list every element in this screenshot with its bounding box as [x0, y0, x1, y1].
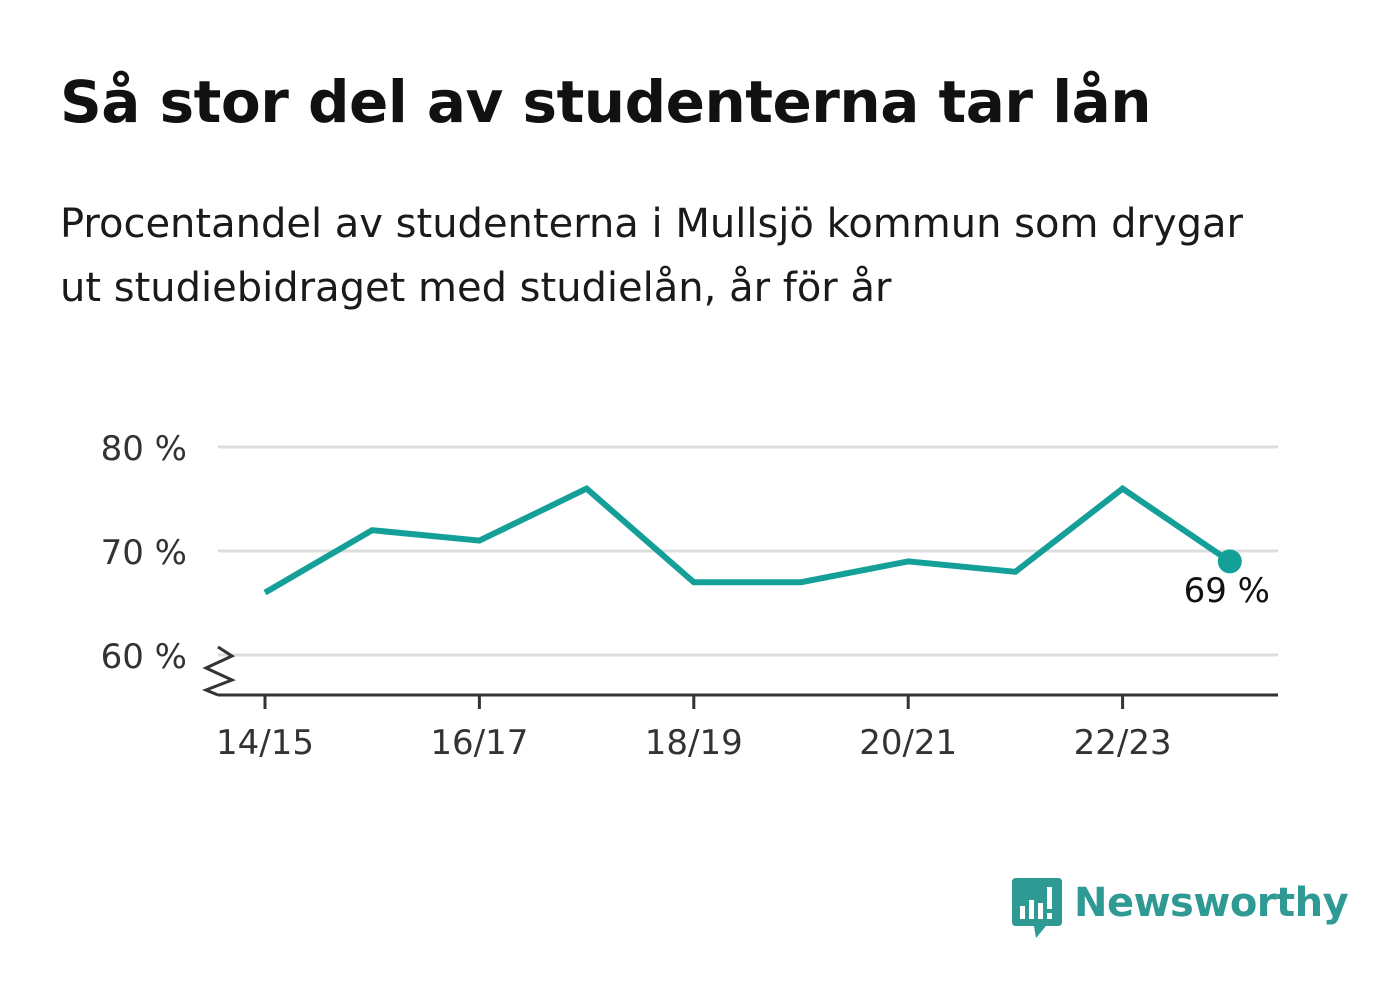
- x-tick-label: 14/15: [216, 723, 314, 763]
- data-series: 69 %: [263, 484, 1270, 611]
- x-axis-tick-labels: 14/15 16/17 18/19 20/21 22/23: [216, 723, 1172, 763]
- y-tick-label: 80 %: [101, 429, 187, 469]
- brand-name: Newsworthy: [1074, 880, 1349, 926]
- y-tick-label: 60 %: [101, 637, 187, 677]
- bar-chart-speech-bubble-icon: [1012, 878, 1062, 944]
- x-tick-label: 22/23: [1074, 723, 1172, 763]
- x-tick-label: 18/19: [645, 723, 743, 763]
- x-tick-label: 20/21: [859, 723, 957, 763]
- axis-break-zigzag: [201, 645, 236, 697]
- end-point-label: 69 %: [1184, 571, 1270, 611]
- series-line: [263, 484, 1232, 596]
- newsworthy-logo: Newsworthy: [1012, 878, 1349, 944]
- x-tick-label: 16/17: [430, 723, 528, 763]
- chart-title: Så stor del av studenterna tar lån: [60, 68, 1152, 136]
- gridlines: [218, 445, 1278, 657]
- chart-subtitle: Procentandel av studenterna i Mullsjö ko…: [60, 201, 1243, 311]
- x-axis: [201, 645, 1278, 709]
- y-axis-tick-labels: 60 % 70 % 80 %: [101, 429, 187, 677]
- y-tick-label: 70 %: [101, 533, 187, 573]
- end-point-marker: [1217, 549, 1242, 574]
